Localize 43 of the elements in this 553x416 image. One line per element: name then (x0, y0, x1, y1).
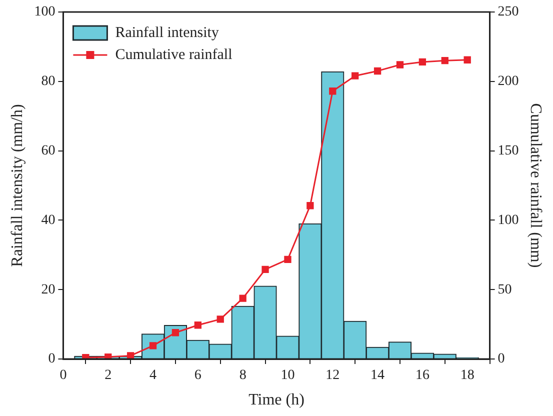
x-tick-label: 2 (104, 368, 112, 384)
y2-tick-label: 50 (498, 282, 512, 298)
point (464, 56, 471, 64)
point (284, 256, 292, 264)
point (329, 88, 336, 95)
point (396, 61, 404, 68)
y2-tick-label: 200 (498, 74, 519, 90)
x-tick-label: 8 (239, 368, 246, 384)
x-tick-label: 16 (415, 368, 430, 384)
point (104, 353, 112, 359)
y2-tick-label: 100 (498, 212, 519, 228)
y-tick-label: 0 (48, 352, 56, 367)
legend-label: Cumulative rainfall (115, 46, 232, 63)
y2-tick-label: 0 (498, 352, 505, 367)
point (172, 329, 180, 336)
x-tick-label: 0 (60, 368, 67, 384)
x-tick-label: 14 (370, 368, 385, 384)
point (262, 266, 269, 274)
y-tick-label: 100 (34, 4, 56, 20)
y2-tick-label: 250 (498, 4, 519, 20)
y-tick-label: 20 (41, 282, 56, 298)
y-tick-label: 60 (41, 143, 56, 158)
legend-label: Rainfall intensity (115, 24, 220, 41)
point (352, 72, 359, 80)
x-axis-title: Time (h) (248, 392, 304, 409)
point (194, 322, 202, 329)
point (306, 202, 314, 210)
point (216, 316, 224, 323)
point (239, 294, 246, 302)
y-axis-title: Rainfall intensity (mm/h) (8, 104, 26, 267)
x-tick-label: 6 (194, 368, 202, 384)
point (418, 58, 426, 66)
y2-tick-label: 150 (498, 143, 519, 158)
y-tick-label: 40 (41, 212, 56, 228)
x-tick-label: 12 (326, 368, 340, 384)
point (126, 352, 134, 359)
x-tick-label: 4 (150, 368, 157, 384)
x-tick-label: 18 (460, 368, 474, 384)
x-tick-label: 10 (280, 368, 295, 384)
y2-axis-title: Cumulative rainfall (mm) (527, 103, 544, 268)
point (441, 57, 448, 64)
point (374, 67, 382, 75)
y-tick-label: 80 (41, 74, 56, 90)
